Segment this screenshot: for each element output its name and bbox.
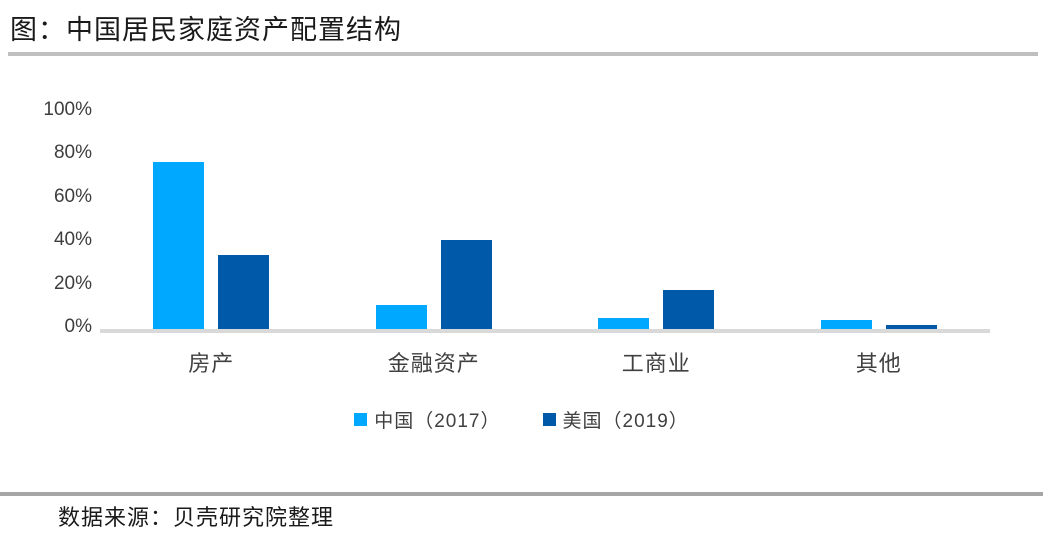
legend-label-us: 美国（2019） xyxy=(562,411,689,432)
bar-美国（2019）-工商业 xyxy=(663,289,715,331)
y-tick-label: 0% xyxy=(64,316,92,337)
plot-area xyxy=(100,114,990,331)
bar-group-房产 xyxy=(100,114,323,331)
bar-group-其他 xyxy=(768,114,991,331)
bar-美国（2019）-金融资产 xyxy=(440,239,492,331)
bar-中国（2017）-金融资产 xyxy=(375,304,427,331)
category-label: 金融资产 xyxy=(387,351,480,376)
y-tick-label: 60% xyxy=(53,185,92,207)
footer-divider xyxy=(0,492,1043,496)
page-title: 图：中国居民家庭资产配置结构 xyxy=(10,15,402,45)
bar-美国（2019）-房产 xyxy=(218,255,270,331)
y-tick-label: 100% xyxy=(43,99,92,120)
legend-item-us: 美国（2019） xyxy=(542,406,689,433)
y-tick-label: 40% xyxy=(53,229,92,251)
bar-group-金融资产 xyxy=(323,114,546,331)
legend-swatch-china xyxy=(354,413,368,426)
bar-中国（2017）-其他 xyxy=(820,320,872,331)
bar-中国（2017）-房产 xyxy=(153,161,205,331)
x-axis-labels: 房产 金融资产 工商业 其他 xyxy=(100,346,990,378)
legend-item-china: 中国（2017） xyxy=(354,406,500,433)
source-note: 数据来源：贝壳研究院整理 xyxy=(58,505,335,530)
title-divider xyxy=(8,52,1038,56)
bar-group-工商业 xyxy=(545,114,768,331)
y-tick-label: 20% xyxy=(53,272,92,294)
category-label: 工商业 xyxy=(621,351,691,376)
legend-label-china: 中国（2017） xyxy=(374,411,501,432)
legend-swatch-us xyxy=(542,413,556,426)
bar-中国（2017）-工商业 xyxy=(598,317,650,331)
chart-legend: 中国（2017） 美国（2019） xyxy=(0,406,1043,433)
y-tick-label: 80% xyxy=(53,142,92,164)
category-label: 其他 xyxy=(855,351,902,376)
bar-美国（2019）-其他 xyxy=(885,324,937,331)
x-axis-line xyxy=(100,329,990,333)
y-axis: 100% 80% 60% 40% 20% 0% xyxy=(30,99,92,337)
category-label: 房产 xyxy=(188,351,235,376)
